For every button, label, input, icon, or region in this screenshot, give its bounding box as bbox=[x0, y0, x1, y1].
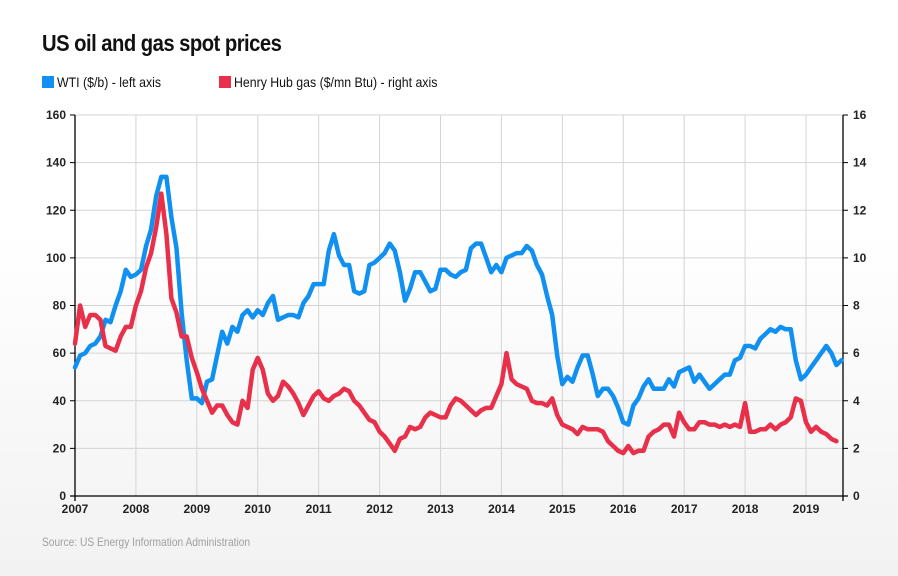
legend-item-wti: WTI ($/b) - left axis bbox=[42, 74, 175, 90]
legend-label-wti: WTI ($/b) - left axis bbox=[57, 74, 162, 90]
y-tick-label-left: 40 bbox=[53, 394, 67, 408]
y-tick-label-left: 60 bbox=[53, 346, 67, 360]
legend-swatch-wti bbox=[42, 76, 54, 88]
legend-swatch-henry-hub bbox=[219, 76, 232, 88]
legend-label-henry-hub: Henry Hub gas ($/mn Btu) - right axis bbox=[234, 74, 438, 90]
x-axis-ticks: 2007 2008 2009 2010 2011 2012 2013 2014 2015 2016… bbox=[62, 502, 820, 516]
y-tick-label-right: 6 bbox=[853, 346, 860, 360]
x-tick-label: 2017 bbox=[671, 502, 698, 516]
series-line-henry-hub bbox=[72, 191, 839, 456]
x-tick-label: 2015 bbox=[549, 502, 576, 516]
x-tick-label: 2009 bbox=[183, 502, 210, 516]
y-tick-label-left: 140 bbox=[46, 156, 66, 170]
y-tick-label-right: 12 bbox=[853, 203, 867, 217]
y-tick-label-right: 14 bbox=[853, 156, 867, 170]
x-tick-label: 2011 bbox=[306, 502, 332, 516]
y-tick-label-right: 16 bbox=[853, 108, 867, 122]
series-lines bbox=[72, 174, 844, 456]
y-tick-label-right: 8 bbox=[853, 299, 860, 313]
y-tick-label-left: 100 bbox=[46, 251, 66, 265]
x-tick-label: 2016 bbox=[610, 502, 637, 516]
y-tick-label-left: 120 bbox=[46, 203, 66, 217]
source-note: Source: US Energy Information Administra… bbox=[42, 535, 251, 549]
x-tick-label: 2008 bbox=[123, 502, 150, 516]
legend-item-henry-hub: Henry Hub gas ($/mn Btu) - right axis bbox=[219, 74, 465, 90]
series-line-wti bbox=[72, 174, 844, 427]
legend: WTI ($/b) - left axis Henry Hub gas ($/m… bbox=[42, 74, 495, 90]
x-tick-label: 2019 bbox=[793, 502, 820, 516]
x-tick-label: 2018 bbox=[732, 502, 759, 516]
y-axis-right-ticks: 0 2 4 6 8 10 12 14 16 bbox=[843, 108, 867, 503]
y-tick-label-right: 10 bbox=[853, 251, 867, 265]
y-tick-label-right: 2 bbox=[853, 441, 860, 455]
x-tick-label: 2013 bbox=[427, 502, 454, 516]
chart-title: US oil and gas spot prices bbox=[42, 30, 282, 56]
x-tick-label: 2014 bbox=[488, 502, 515, 516]
y-axis-left-ticks: 0 20 40 60 80 100 120 140 160 bbox=[46, 108, 75, 503]
y-tick-label-left: 160 bbox=[46, 108, 66, 122]
x-tick-label: 2007 bbox=[62, 502, 89, 516]
gridlines bbox=[75, 114, 843, 496]
y-tick-label-right: 0 bbox=[853, 489, 860, 503]
y-tick-label-left: 20 bbox=[53, 441, 67, 455]
x-tick-label: 2010 bbox=[244, 502, 271, 516]
y-tick-label-left: 80 bbox=[53, 299, 67, 313]
y-tick-label-right: 4 bbox=[853, 394, 860, 408]
axes bbox=[70, 115, 848, 501]
x-tick-label: 2012 bbox=[366, 502, 393, 516]
y-tick-label-left: 0 bbox=[59, 489, 66, 503]
